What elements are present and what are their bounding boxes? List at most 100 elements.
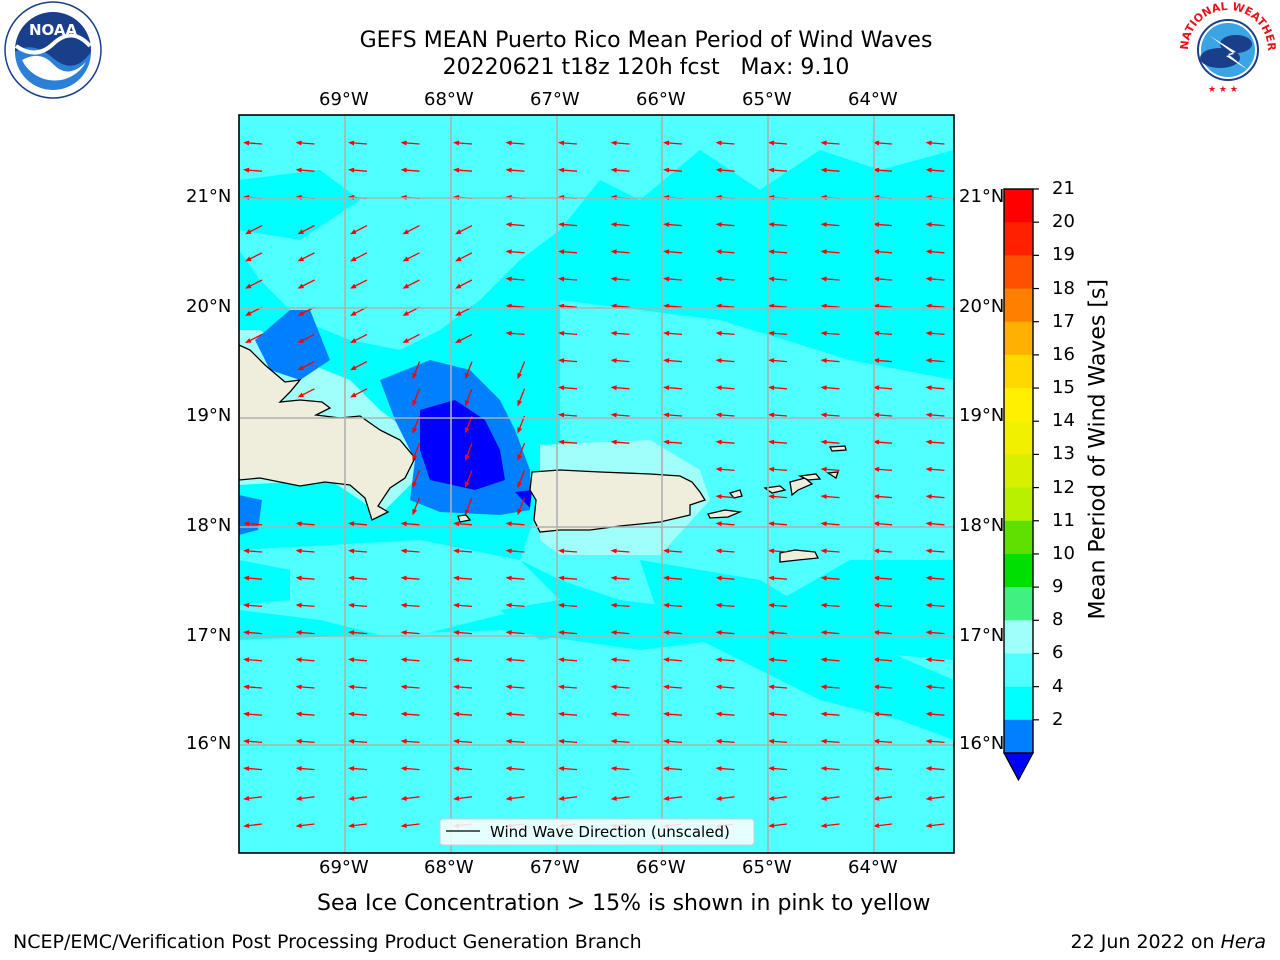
wind-wave-arrow	[820, 548, 840, 554]
wind-wave-arrow	[558, 575, 578, 581]
wind-wave-arrow	[820, 521, 840, 527]
wind-wave-arrow	[243, 795, 263, 801]
wind-wave-arrow	[402, 225, 420, 235]
wind-wave-arrow	[925, 602, 945, 608]
wind-wave-arrow	[768, 330, 788, 336]
wind-wave-arrow	[925, 823, 945, 829]
colorbar-segment	[1004, 421, 1033, 455]
wind-wave-arrow	[295, 738, 315, 744]
wind-wave-arrow	[873, 575, 893, 581]
wind-wave-arrow	[925, 795, 945, 801]
wind-wave-arrow	[505, 249, 525, 255]
wind-wave-arrow	[295, 684, 315, 690]
wind-wave-arrow	[768, 276, 788, 282]
wind-wave-arrow	[663, 412, 683, 418]
wind-wave-arrow	[295, 602, 315, 608]
virgin-islands-1	[763, 485, 787, 494]
vieques-island	[707, 509, 743, 519]
wind-wave-arrow	[412, 361, 421, 380]
wind-wave-arrow	[715, 439, 735, 445]
wind-wave-arrow	[455, 279, 473, 289]
wind-wave-arrow	[243, 684, 263, 690]
wind-wave-arrow	[768, 766, 788, 772]
wind-wave-arrow	[820, 276, 840, 282]
wind-wave-arrow	[610, 602, 630, 608]
wind-wave-arrow	[464, 442, 473, 461]
wind-wave-arrow	[873, 766, 893, 772]
wind-wave-arrow	[715, 795, 735, 801]
colorbar-tick-label: 4	[1052, 675, 1064, 697]
wind-wave-arrow	[925, 167, 945, 173]
wind-wave-arrow	[558, 276, 578, 282]
wind-wave-arrow	[558, 167, 578, 173]
wind-wave-arrow	[295, 823, 315, 829]
wind-wave-arrow	[768, 548, 788, 554]
wind-wave-arrow	[400, 575, 420, 581]
footer-left: NCEP/EMC/Verification Post Processing Pr…	[13, 931, 642, 953]
sea-ice-caption: Sea Ice Concentration > 15% is shown in …	[317, 891, 931, 916]
wind-wave-arrow	[663, 766, 683, 772]
wind-wave-arrow	[400, 521, 420, 527]
wind-wave-arrow	[558, 222, 578, 228]
wind-wave-arrow	[505, 657, 525, 663]
wind-wave-arrow	[453, 140, 473, 146]
wind-wave-arrow	[768, 385, 788, 391]
wind-wave-arrow	[715, 602, 735, 608]
wind-wave-arrow	[295, 795, 315, 801]
wind-wave-arrow	[348, 738, 368, 744]
wind-wave-arrow	[558, 548, 578, 554]
wind-wave-arrow	[873, 412, 893, 418]
wind-wave-arrow	[350, 361, 368, 371]
svg-text:★ ★ ★: ★ ★ ★	[1208, 85, 1238, 95]
colorbar-segment	[1004, 388, 1033, 422]
wind-wave-arrow	[455, 333, 473, 344]
lon-label-top-68w: 68°W	[424, 89, 474, 110]
wind-wave-arrow	[350, 225, 368, 235]
wind-wave-arrow	[663, 548, 683, 554]
wind-wave-arrow	[768, 630, 788, 636]
wind-wave-arrow	[715, 330, 735, 336]
wind-wave-arrow	[400, 602, 420, 608]
wind-wave-arrow	[453, 521, 473, 527]
hispaniola-land	[239, 344, 416, 521]
wind-wave-arrow	[350, 279, 368, 289]
colorbar-tick-label: 10	[1052, 542, 1075, 564]
wind-wave-arrow	[768, 823, 788, 829]
wind-wave-arrow	[453, 738, 473, 744]
wind-wave-arrow	[453, 795, 473, 801]
wind-wave-arrow	[348, 521, 368, 527]
lon-label-bottom-66w: 66°W	[636, 857, 686, 878]
wind-wave-arrow	[820, 385, 840, 391]
wind-wave-arrow	[400, 140, 420, 146]
wind-wave-arrow	[610, 222, 630, 228]
wind-wave-arrow	[295, 657, 315, 663]
wind-wave-arrow	[400, 738, 420, 744]
wind-wave-arrow	[295, 766, 315, 772]
wind-wave-arrow	[348, 795, 368, 801]
colorbar-segment	[1004, 653, 1033, 688]
wind-wave-arrow	[768, 684, 788, 690]
wind-wave-arrow	[873, 602, 893, 608]
wind-wave-arrow	[558, 602, 578, 608]
colorbar-segment	[1004, 321, 1033, 356]
colorbar-frame	[1003, 188, 1034, 754]
wind-wave-arrow	[820, 140, 840, 146]
wind-wave-arrow	[768, 167, 788, 173]
wind-wave-arrow	[455, 225, 473, 235]
wind-wave-arrow	[402, 333, 420, 344]
wind-wave-arrow	[245, 252, 263, 262]
wind-wave-arrow	[348, 657, 368, 663]
wind-wave-arrow	[243, 167, 263, 173]
wind-wave-arrow	[558, 140, 578, 146]
wind-wave-arrow	[873, 521, 893, 527]
wind-wave-arrow	[610, 276, 630, 282]
wind-wave-arrow	[243, 630, 263, 636]
wind-wave-arrow	[768, 140, 788, 146]
wind-wave-arrow	[768, 439, 788, 445]
wind-wave-arrow	[412, 470, 421, 489]
wind-wave-arrow	[400, 684, 420, 690]
colorbar-segment	[1004, 620, 1033, 654]
wind-wave-arrow	[505, 222, 525, 228]
wind-wave-arrow	[768, 602, 788, 608]
wind-wave-arrow	[610, 738, 630, 744]
